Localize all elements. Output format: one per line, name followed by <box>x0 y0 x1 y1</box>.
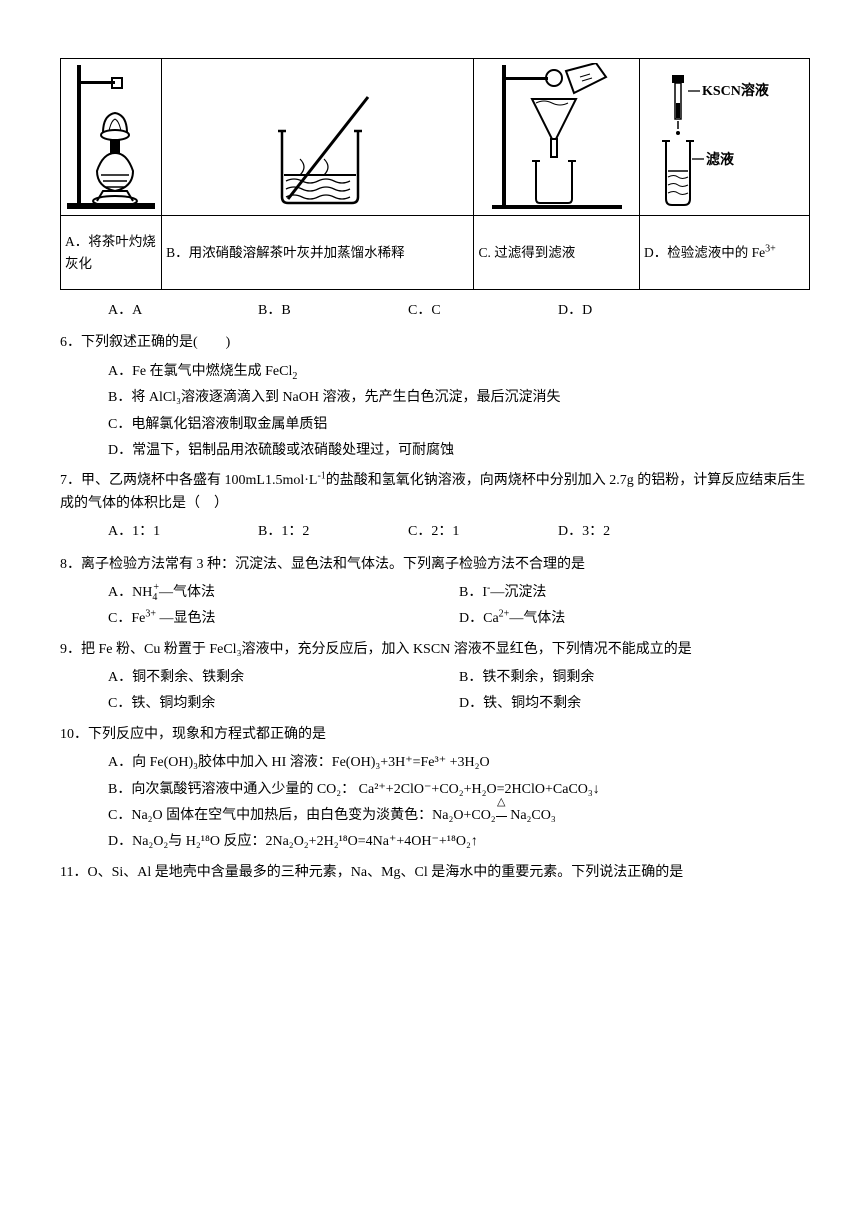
image-cell-c <box>474 59 640 216</box>
q6-opt-b: B．将 AlCl₃溶液逐滴滴入到 NaOH 溶液，先产生白色沉淀，最后沉淀消失 <box>108 387 810 409</box>
q8-row-cd: C．Fe3+ —显色法 D．Ca2+—气体法 <box>108 608 810 630</box>
image-cell-a <box>61 59 162 216</box>
q7-opt-b: B．1：2 <box>258 521 408 543</box>
image-cell-d: KSCN溶液 滤液 <box>639 59 809 216</box>
q8-opt-b: B．I-—沉淀法 <box>459 582 810 604</box>
q6-opt-a: A．Fe 在氯气中燃烧生成 FeCl2 <box>108 361 810 383</box>
experiment-table: KSCN溶液 滤液 A．将茶叶灼烧灰化 B．用浓硝酸溶解茶叶灰并加蒸馏水稀释 C… <box>60 58 810 290</box>
q7-opt-d: D．3：2 <box>558 521 708 543</box>
q10-opt-a: A．向 Fe(OH)₃胶体中加入 HI 溶液：Fe(OH)₃+3H⁺=Fe³⁺ … <box>108 752 810 774</box>
filtrate-label: 滤液 <box>706 151 735 168</box>
q11-stem: 11．O、Si、Al 是地壳中含量最多的三种元素，Na、Mg、Cl 是海水中的重… <box>60 862 810 884</box>
q7-opt-a: A．1：1 <box>108 521 258 543</box>
q5-opt-b: B．B <box>258 300 408 322</box>
q5-opt-a: A．A <box>108 300 258 322</box>
q8-row-ab: A．NH4+—气体法 B．I-—沉淀法 <box>108 582 810 604</box>
q9-row-ab: A．铜不剩余、铁剩余 B．铁不剩余，铜剩余 <box>108 667 810 689</box>
kscn-label: KSCN溶液 <box>702 82 770 99</box>
q5-opt-d: D．D <box>558 300 708 322</box>
q8-opt-a: A．NH4+—气体法 <box>108 582 459 604</box>
q10-opt-d: D．Na₂O₂与 H₂¹⁸O 反应：2Na₂O₂+2H₂¹⁸O=4Na⁺+4OH… <box>108 831 810 853</box>
table-cell-c-label: C. 过滤得到滤液 <box>474 216 640 290</box>
q10-stem: 10．下列反应中，现象和方程式都正确的是 <box>60 724 810 746</box>
q5-opt-c: C．C <box>408 300 558 322</box>
q8-opt-d: D．Ca2+—气体法 <box>459 608 810 630</box>
q9-row-cd: C．铁、铜均剩余 D．铁、铜均不剩余 <box>108 693 810 715</box>
q6-opt-c: C．电解氯化铝溶液制取金属单质铝 <box>108 414 810 436</box>
q9-opt-b: B．铁不剩余，铜剩余 <box>459 667 810 689</box>
q8-opt-c: C．Fe3+ —显色法 <box>108 608 459 630</box>
q10-opt-b: B．向次氯酸钙溶液中通入少量的 CO₂： Ca²⁺+2ClO⁻+CO₂+H₂O=… <box>108 779 810 801</box>
q5-options: A．A B．B C．C D．D <box>108 300 810 322</box>
q6-stem: 6．下列叙述正确的是( ) <box>60 332 810 354</box>
q7-opt-c: C．2：1 <box>408 521 558 543</box>
q7-options: A．1：1 B．1：2 C．2：1 D．3：2 <box>108 521 810 543</box>
q9-opt-c: C．铁、铜均剩余 <box>108 693 459 715</box>
q6-opt-d: D．常温下，铝制品用浓硫酸或浓硝酸处理过，可耐腐蚀 <box>108 440 810 462</box>
image-cell-b <box>162 59 474 216</box>
table-cell-d-label: D．检验滤液中的 Fe3+ <box>639 216 809 290</box>
q9-opt-a: A．铜不剩余、铁剩余 <box>108 667 459 689</box>
q10-opt-c: C．Na₂O 固体在空气中加热后，由白色变为淡黄色：Na₂O+CO₂△ Na₂C… <box>108 805 810 827</box>
q8-stem: 8．离子检验方法常有 3 种：沉淀法、显色法和气体法。下列离子检验方法不合理的是 <box>60 554 810 576</box>
q9-opt-d: D．铁、铜均不剩余 <box>459 693 810 715</box>
table-cell-b-label: B．用浓硝酸溶解茶叶灰并加蒸馏水稀释 <box>162 216 474 290</box>
q7-stem: 7．甲、乙两烧杯中各盛有 100mL1.5mol·L-1的盐酸和氢氧化钠溶液，向… <box>60 470 810 515</box>
table-cell-a-label: A．将茶叶灼烧灰化 <box>61 216 162 290</box>
q9-stem: 9．把 Fe 粉、Cu 粉置于 FeCl₃溶液中，充分反应后，加入 KSCN 溶… <box>60 639 810 661</box>
